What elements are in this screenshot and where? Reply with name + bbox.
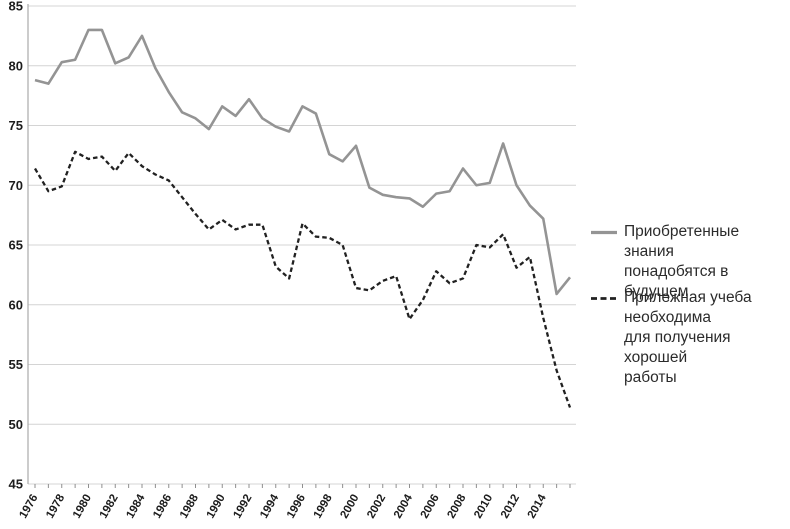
x-axis-tick-label: 2000 (338, 493, 361, 521)
y-axis-tick-label: 45 (9, 477, 23, 492)
x-axis-tick-label: 2010 (472, 493, 495, 521)
y-axis-tick-label: 70 (9, 178, 23, 193)
x-axis-tick-label: 1994 (258, 492, 281, 521)
series-line-solid (34, 28, 572, 296)
x-axis-tick-label: 2004 (392, 492, 415, 521)
x-axis-tick-label: 2002 (365, 493, 388, 521)
legend-label-line: Приобретенные знания (624, 223, 740, 260)
x-axis-tick-label: 1986 (151, 493, 174, 521)
y-axis-tick-label: 60 (9, 297, 23, 312)
x-axis-tick-label: 1982 (98, 493, 121, 521)
legend-item-study: Прилежная учеба необходима для получения… (591, 288, 789, 388)
y-axis-tick-label: 85 (9, 0, 23, 14)
x-axis-tick-label: 1990 (205, 493, 228, 521)
y-axis-tick-label: 80 (9, 58, 23, 73)
series-line-dashed (34, 150, 572, 408)
x-axis-tick-label: 1992 (231, 493, 254, 521)
x-axis-tick-label: 2014 (526, 492, 549, 521)
x-axis-tick-label: 1980 (71, 493, 94, 521)
x-axis-tick-label: 2008 (445, 492, 468, 521)
y-axis-tick-label: 55 (9, 357, 23, 372)
dashed-line-swatch-icon (591, 297, 617, 300)
legend-label-line: необходима (624, 309, 711, 326)
x-axis-tick-label: 1988 (178, 492, 201, 521)
x-axis-tick-label: 2012 (499, 493, 522, 521)
legend-label-line: понадобятся в будущем (624, 263, 729, 300)
y-axis-tick-label: 50 (9, 417, 23, 432)
solid-line-swatch-icon (591, 230, 617, 235)
y-axis-tick-label: 65 (9, 238, 23, 253)
y-axis-tick-label: 75 (9, 118, 23, 133)
legend-label-line: работы (624, 369, 677, 386)
legend-item-knowledge: Приобретенные знания понадобятся в будущ… (591, 222, 789, 302)
x-axis-tick-label: 1978 (44, 492, 67, 521)
legend-label-line: Прилежная учеба (624, 289, 752, 306)
x-axis-tick-label: 1984 (124, 492, 147, 521)
legend-label-line: для получения хорошей (624, 329, 731, 366)
x-axis-tick-label: 1976 (17, 493, 40, 521)
x-axis-tick-label: 2006 (419, 493, 442, 521)
x-axis-tick-label: 1996 (285, 493, 308, 521)
legend-label-study: Прилежная учеба необходима для получения… (624, 288, 789, 388)
x-axis-tick-label: 1998 (312, 492, 335, 521)
legend-label-knowledge: Приобретенные знания понадобятся в будущ… (624, 222, 789, 302)
